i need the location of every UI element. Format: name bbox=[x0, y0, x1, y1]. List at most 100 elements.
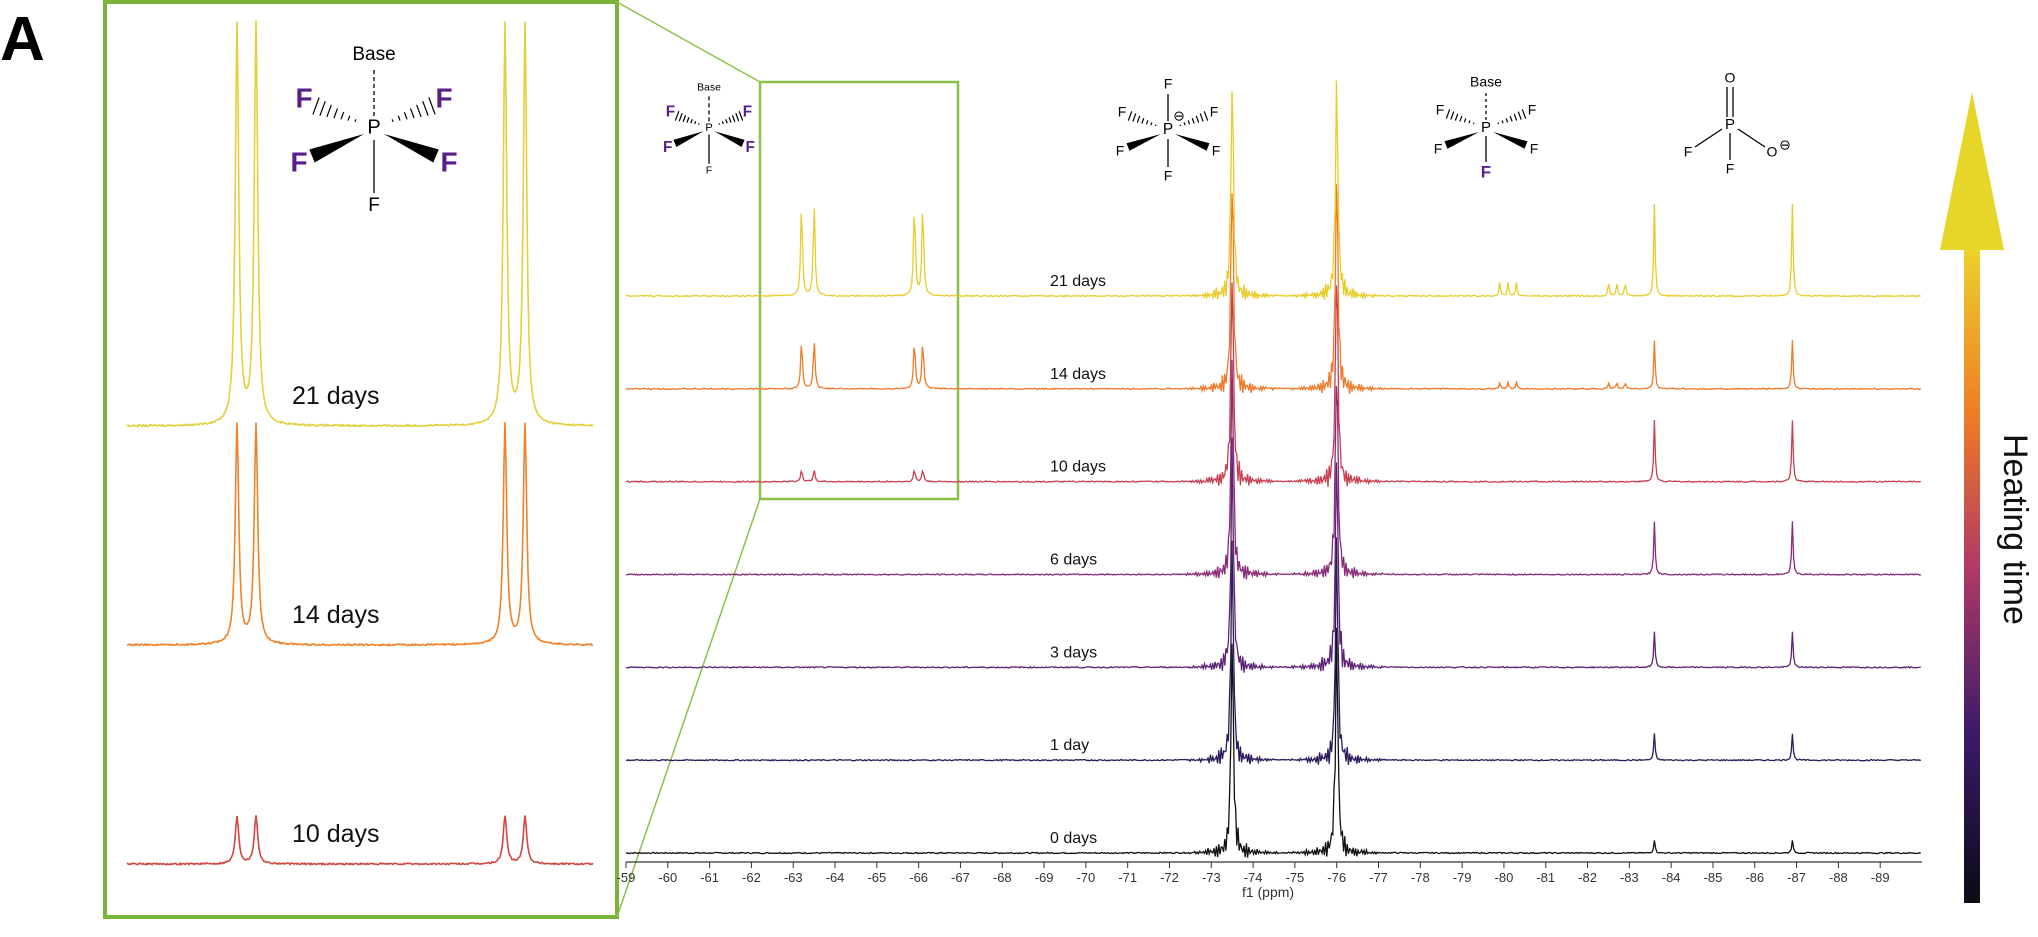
x-tick-label: -63 bbox=[784, 870, 803, 885]
series-label: 0 days bbox=[1050, 830, 1097, 847]
wedge-bond bbox=[714, 131, 745, 147]
phosphorus-label: P bbox=[1481, 119, 1491, 136]
hash-bond bbox=[1445, 109, 1451, 119]
hash-bond bbox=[1191, 117, 1195, 124]
main-traces bbox=[625, 80, 1922, 858]
x-tick-label: -77 bbox=[1369, 870, 1388, 885]
zoom-connector-bottom bbox=[616, 498, 761, 918]
hash-bond bbox=[347, 115, 351, 121]
phosphorus-label: P bbox=[367, 116, 380, 138]
wedge-bond bbox=[1175, 134, 1210, 151]
hash-bond bbox=[1501, 120, 1504, 124]
fluorine-label-highlight: F bbox=[663, 139, 672, 156]
hash-bond bbox=[1203, 111, 1209, 121]
fluorine-label: F bbox=[1210, 104, 1219, 120]
hash-bond bbox=[1454, 113, 1459, 121]
hash-bond bbox=[1463, 118, 1467, 123]
base-label: Base bbox=[352, 44, 395, 65]
inset-series-label: 10 days bbox=[292, 820, 380, 848]
hash-bond bbox=[694, 121, 697, 125]
x-tick-label: -89 bbox=[1871, 870, 1890, 885]
hash-bond bbox=[333, 108, 339, 119]
fluorine-label: F bbox=[706, 166, 712, 177]
base-label: Base bbox=[1470, 74, 1502, 90]
hash-bond bbox=[725, 119, 728, 124]
hash-bond bbox=[409, 108, 415, 119]
panel-label: A bbox=[0, 5, 45, 74]
hash-bond bbox=[1127, 111, 1133, 121]
hash-bond bbox=[391, 119, 394, 122]
hash-bond bbox=[312, 97, 320, 115]
x-tick-label: -69 bbox=[1035, 870, 1054, 885]
x-tick-label: -60 bbox=[658, 870, 677, 885]
wedge-bond bbox=[1444, 132, 1479, 149]
x-tick-label: -82 bbox=[1578, 870, 1597, 885]
wedge-bond bbox=[384, 134, 439, 163]
inset-frame bbox=[103, 0, 619, 919]
x-tick-label: -59 bbox=[617, 870, 636, 885]
x-tick-label: -79 bbox=[1453, 870, 1472, 885]
hash-bond bbox=[1509, 115, 1513, 122]
x-tick-label: -84 bbox=[1662, 870, 1681, 885]
hash-bond bbox=[1513, 113, 1518, 121]
spectrum-line bbox=[625, 359, 1922, 580]
spectrum-line bbox=[625, 537, 1922, 765]
x-tick-label: -76 bbox=[1327, 870, 1346, 885]
fluorine-label: F bbox=[1164, 168, 1173, 184]
x-tick-label: -68 bbox=[993, 870, 1012, 885]
hash-bond bbox=[1187, 120, 1191, 125]
wedge-bond bbox=[1493, 132, 1528, 149]
fluorine-label-highlight: F bbox=[435, 82, 452, 113]
phosphorus-label: P bbox=[1163, 121, 1173, 138]
series-label: 21 days bbox=[1050, 273, 1106, 290]
fluorine-label: F bbox=[1530, 141, 1539, 157]
x-tick-label: -74 bbox=[1244, 870, 1263, 885]
charge-label: ⊖ bbox=[1779, 137, 1791, 153]
fluorine-label-highlight: F bbox=[290, 146, 307, 177]
hash-bond bbox=[1450, 111, 1455, 120]
inset-series-label: 14 days bbox=[292, 601, 380, 629]
spectrum-trace bbox=[625, 184, 1922, 395]
zoom-connector-top bbox=[616, 1, 761, 83]
hash-bond bbox=[678, 113, 683, 122]
series-label: 1 day bbox=[1050, 737, 1089, 754]
spectrum-line bbox=[625, 184, 1922, 395]
fluorine-label: F bbox=[1434, 141, 1443, 157]
phosphorus-label: P bbox=[705, 122, 712, 134]
inset-spectrum-line bbox=[126, 20, 594, 428]
x-tick-label: -81 bbox=[1536, 870, 1555, 885]
x-tick-label: -71 bbox=[1118, 870, 1137, 885]
hash-bond bbox=[728, 117, 732, 123]
spectrum-line bbox=[625, 627, 1921, 858]
hash-bond bbox=[1150, 122, 1153, 126]
hash-bond bbox=[1183, 122, 1186, 126]
hash-bond bbox=[1132, 113, 1137, 122]
hash-bond bbox=[735, 113, 740, 122]
hash-bond bbox=[1199, 113, 1204, 122]
x-tick-label: -61 bbox=[700, 870, 719, 885]
pf6-anion-structure: P⊖FFF FF F bbox=[1116, 76, 1221, 184]
spectrum-line bbox=[625, 437, 1922, 673]
fluorine-label-highlight: F bbox=[1481, 162, 1491, 181]
spectrum-trace bbox=[625, 80, 1922, 301]
hash-bond bbox=[354, 119, 357, 122]
fluorine-label: F bbox=[1726, 161, 1735, 177]
x-axis: -59 -60 -61 -62 -63 -64 -65 -66 -67 -68 -69 -70 -71 -… bbox=[617, 861, 1922, 885]
hash-bond bbox=[340, 111, 345, 120]
hash-bond bbox=[1145, 120, 1149, 125]
fluorine-label-highlight: F bbox=[746, 139, 755, 156]
pf4-base-structure: P Base F F F F F bbox=[1434, 74, 1539, 182]
heating-arrow-shaft bbox=[1964, 230, 1980, 903]
hash-bond bbox=[682, 115, 687, 123]
charge-label: ⊖ bbox=[1173, 108, 1185, 124]
pf5-base-structure: P Base F F F F F bbox=[290, 44, 457, 216]
hash-bond bbox=[1141, 117, 1145, 124]
x-tick-label: -73 bbox=[1202, 870, 1221, 885]
x-tick-label: -85 bbox=[1704, 870, 1723, 885]
spectrum-trace bbox=[625, 437, 1922, 673]
fluorine-label: F bbox=[1436, 102, 1445, 118]
oxygen-label: O bbox=[1767, 144, 1778, 160]
x-tick-label: -80 bbox=[1495, 870, 1514, 885]
